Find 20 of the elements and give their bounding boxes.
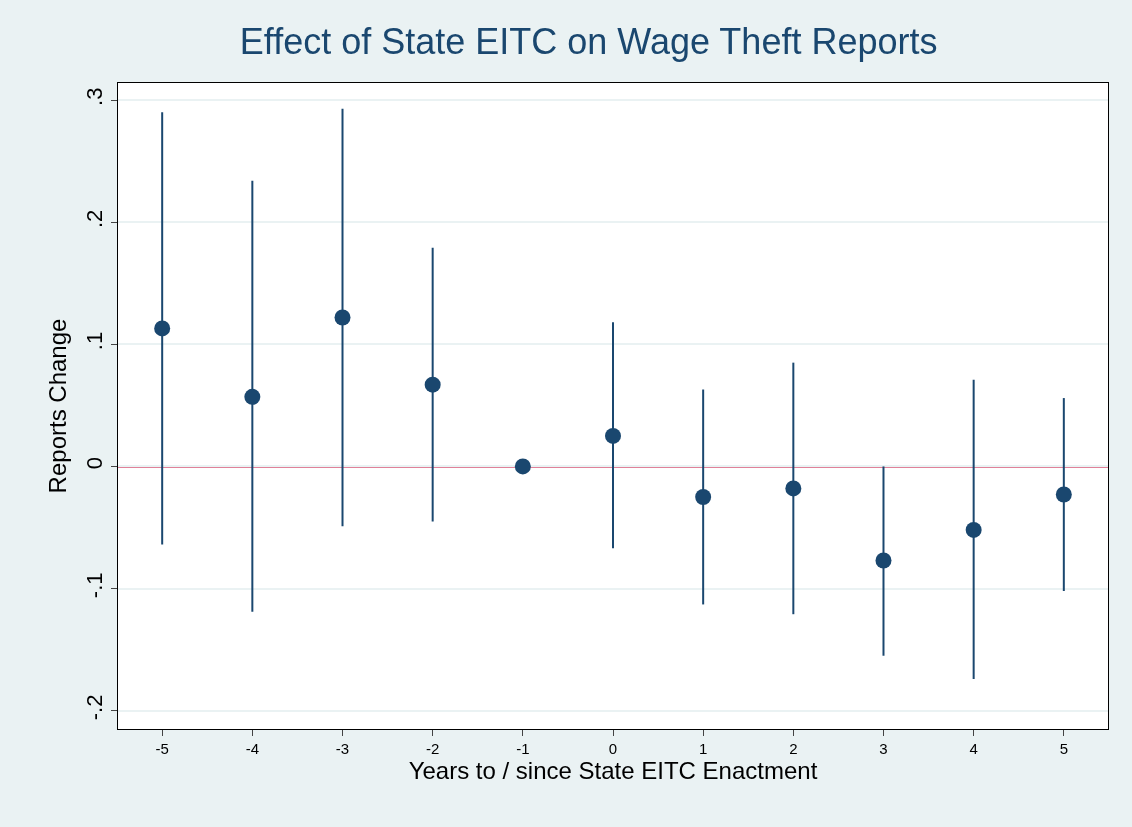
x-tick-label: -5 — [155, 740, 169, 757]
x-tick-label: 3 — [879, 740, 888, 757]
y-tick-label: .3 — [82, 87, 108, 106]
y-axis-title: Reports Change — [44, 318, 72, 494]
x-tick-label: 2 — [789, 740, 798, 757]
x-tick-label: -2 — [426, 740, 440, 757]
y-tick-label: -.1 — [82, 572, 108, 599]
x-tick-label: 0 — [608, 740, 618, 757]
x-axis-title: Years to / since State EITC Enactment — [408, 757, 818, 784]
y-tick-label: 0 — [82, 457, 108, 470]
y-tick-label: .2 — [82, 209, 108, 229]
x-tick-label: 1 — [698, 740, 708, 757]
y-tick-label: -.2 — [82, 694, 108, 721]
x-tick-label: -1 — [516, 740, 530, 757]
x-tick-label: 5 — [1059, 740, 1068, 757]
y-tick-label: .1 — [82, 331, 108, 351]
x-tick-label: -4 — [245, 740, 260, 757]
chart-title: Effect of State EITC on Wage Theft Reports — [239, 21, 938, 63]
x-tick-label: 4 — [969, 740, 978, 757]
x-tick-label: -3 — [335, 740, 350, 757]
